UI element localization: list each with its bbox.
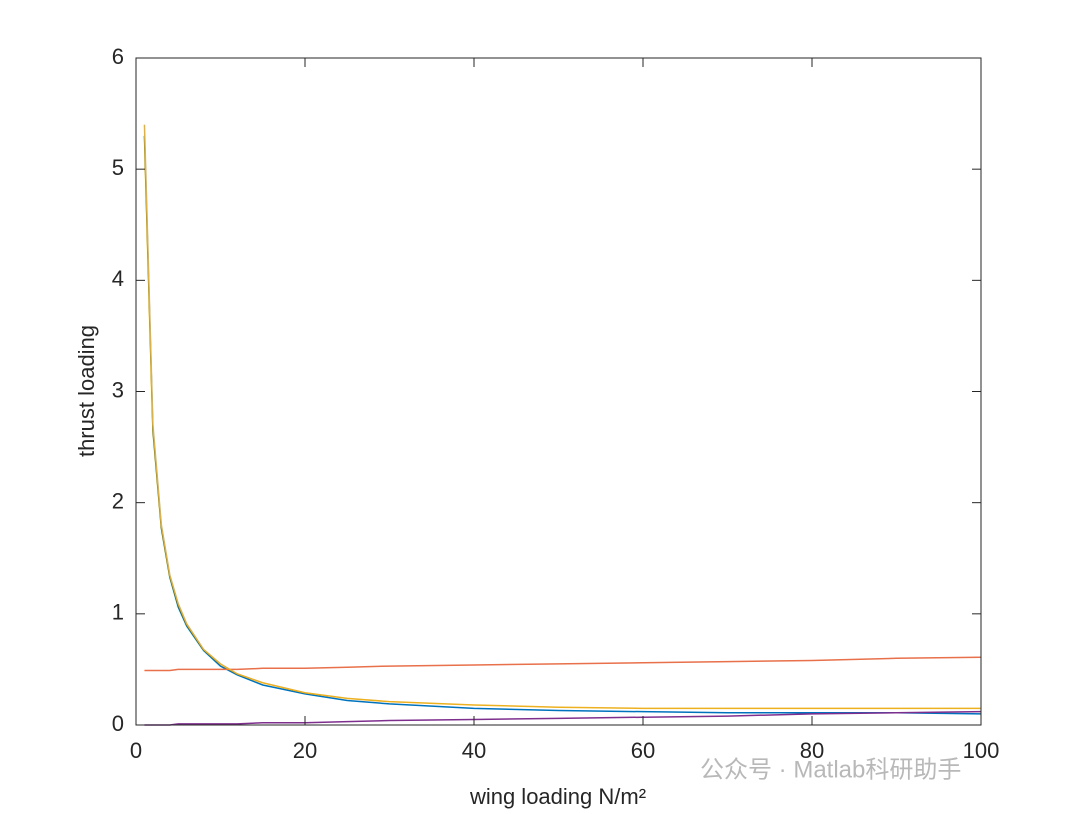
y-tick-label: 1: [112, 600, 124, 625]
x-tick-label: 40: [462, 738, 486, 763]
line-series: [143, 124, 981, 710]
x-axis-label: wing loading N/m²: [469, 784, 646, 809]
y-tick-label: 6: [112, 44, 124, 69]
watermark: 公众号 · Matlab科研助手: [700, 756, 961, 783]
y-tick-label: 4: [112, 266, 124, 291]
line-series: [144, 710, 982, 726]
x-tick-label: 100: [963, 738, 1000, 763]
y-axis-label: thrust loading: [74, 325, 99, 457]
y-tick-label: 2: [112, 488, 124, 513]
y-tick-label: 3: [112, 377, 124, 402]
x-tick-label: 0: [130, 738, 142, 763]
x-tick-label: 60: [631, 738, 655, 763]
y-tick-label: 0: [112, 711, 124, 736]
line-series: [144, 656, 982, 672]
y-tick-label: 5: [112, 155, 124, 180]
line-series: [143, 135, 982, 715]
x-tick-label: 20: [293, 738, 317, 763]
x-tick-label: 80: [800, 738, 824, 763]
axes-box: [135, 57, 982, 726]
